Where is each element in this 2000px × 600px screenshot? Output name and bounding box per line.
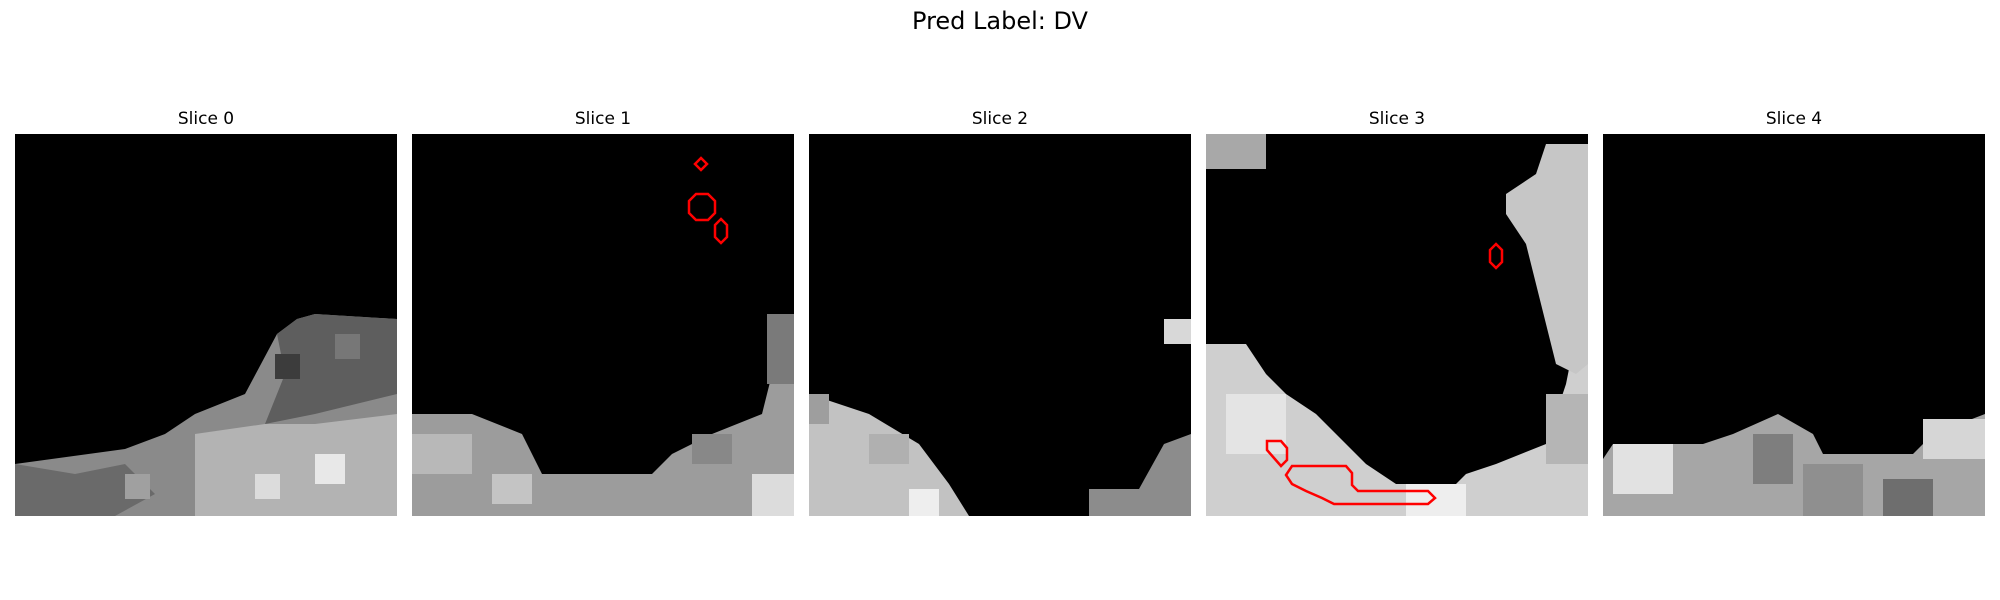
slice-0-svg bbox=[15, 314, 397, 516]
panel-slice-0: Slice 0 bbox=[15, 108, 397, 132]
slice-image-2 bbox=[809, 134, 1191, 516]
panel-title: Slice 0 bbox=[177, 109, 235, 129]
slice-image-0 bbox=[15, 134, 397, 516]
tissue-region bbox=[15, 314, 397, 516]
panel-slice-2: Slice 2 bbox=[809, 108, 1191, 132]
panel-slice-1: Slice 1 bbox=[412, 108, 794, 132]
contour-1 bbox=[1488, 242, 1504, 270]
contour-3 bbox=[713, 217, 729, 245]
slice-1-svg bbox=[412, 156, 794, 516]
panel-title: Slice 2 bbox=[971, 109, 1029, 129]
contour-2 bbox=[687, 192, 717, 222]
contour-overlays bbox=[1265, 242, 1504, 506]
contour-3 bbox=[1284, 464, 1437, 506]
slice-image-3 bbox=[1206, 134, 1588, 516]
contour-2 bbox=[1265, 439, 1289, 468]
tissue-region bbox=[412, 314, 794, 516]
slice-image-4 bbox=[1603, 134, 1985, 516]
panel-title: Slice 3 bbox=[1368, 109, 1426, 129]
slice-3-svg bbox=[1206, 134, 1588, 516]
figure-title: Pred Label: DV bbox=[912, 7, 1088, 35]
tissue-region bbox=[809, 319, 1191, 516]
panel-slice-3: Slice 3 bbox=[1206, 108, 1588, 132]
panel-title: Slice 4 bbox=[1765, 109, 1823, 129]
contour-1 bbox=[693, 156, 709, 172]
slice-4-svg bbox=[1603, 414, 1985, 516]
tissue-region bbox=[1603, 414, 1985, 516]
panel-slice-4: Slice 4 bbox=[1603, 108, 1985, 132]
tissue-region bbox=[1206, 134, 1588, 516]
contour-overlays bbox=[687, 156, 729, 245]
slice-2-svg bbox=[809, 319, 1191, 516]
slice-image-1 bbox=[412, 134, 794, 516]
panel-title: Slice 1 bbox=[574, 109, 632, 129]
